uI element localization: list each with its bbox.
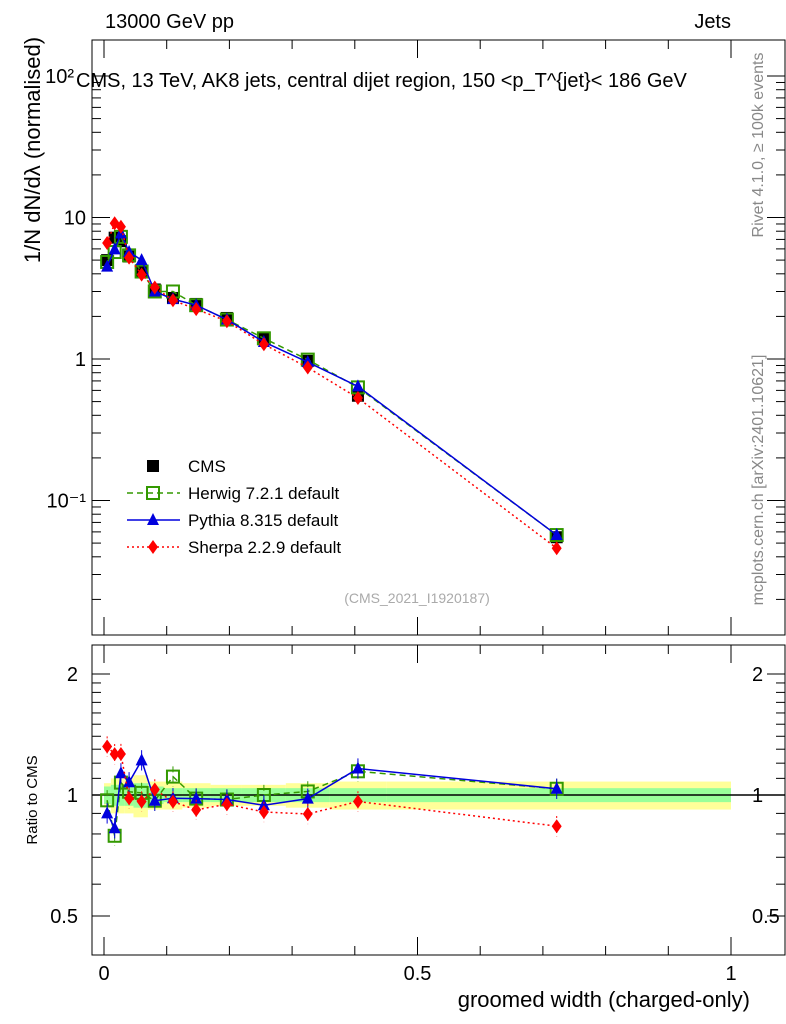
ratio-frame [91, 644, 786, 956]
x-axis-label: groomed width (charged-only) [458, 987, 750, 1012]
pythia-ratio-point [257, 798, 270, 811]
pythia-ratio-point [108, 821, 121, 834]
legend-marker-cms [147, 460, 159, 472]
side-text-top: Rivet 4.1.0, ≥ 100k events [750, 53, 767, 238]
ratio-y-axis-label: Ratio to CMS [24, 755, 41, 844]
pythia-ratio-point [301, 791, 314, 804]
legend-marker-sherpa [148, 540, 158, 554]
sherpa-ratio-point [167, 794, 178, 809]
header-left: 13000 GeV pp [105, 11, 234, 33]
ratio-tick-label: 2 [67, 664, 78, 686]
y-axis-label: 1/N dN/dλ (normalised) [20, 37, 45, 263]
pythia-point [101, 259, 114, 272]
sherpa-point [302, 360, 313, 375]
sherpa-point [191, 302, 202, 317]
pythia-ratio-point [351, 761, 364, 774]
legend-marker-pythia [147, 513, 159, 525]
plot-title: CMS, 13 TeV, AK8 jets, central dijet reg… [76, 70, 688, 92]
sherpa-point [258, 337, 269, 352]
sherpa-ratio-point [109, 747, 120, 762]
ratio-tick-label-right: 1 [752, 785, 763, 807]
sherpa-ratio-point [124, 791, 135, 806]
legend-label-herwig: Herwig 7.2.1 default [188, 484, 339, 503]
sherpa-point [136, 267, 147, 282]
sherpa-ratio-point [258, 805, 269, 820]
pythia-ratio-point [190, 791, 203, 804]
legend-label-cms: CMS [188, 457, 226, 476]
sherpa-point [102, 236, 113, 251]
legend-label-pythia: Pythia 8.315 default [188, 511, 339, 530]
sherpa-ratio-point [221, 797, 232, 812]
sherpa-ratio-point [149, 782, 160, 797]
legend-label-sherpa: Sherpa 2.2.9 default [188, 538, 341, 557]
pythia-ratio-point [148, 793, 161, 806]
y-tick-label: 10⁻¹ [47, 491, 87, 513]
header-right: Jets [694, 11, 731, 33]
pythia-ratio-point [123, 775, 136, 788]
pythia-point [108, 242, 121, 255]
sherpa-point [551, 541, 562, 556]
pythia-ratio-point [550, 781, 563, 794]
y-tick-label: 10² [45, 66, 74, 88]
side-text-bottom: mcplots.cern.ch [arXiv:2401.10621] [750, 355, 767, 606]
pythia-ratio-point [114, 766, 127, 779]
pythia-ratio-point [135, 753, 148, 766]
y-tick-label: 1 [75, 349, 86, 371]
pythia-point [135, 253, 148, 266]
sherpa-ratio-point [115, 747, 126, 762]
sherpa-point [115, 219, 126, 234]
legend-marker-herwig [146, 486, 160, 500]
sherpa-ratio-point [551, 819, 562, 834]
sherpa-ratio-point [191, 802, 202, 817]
sherpa-point [352, 391, 363, 406]
sherpa-ratio-point [352, 794, 363, 809]
pythia-ratio-point [101, 806, 114, 819]
sherpa-point [149, 280, 160, 295]
sherpa-ratio-point [302, 806, 313, 821]
analysis-label: (CMS_2021_I1920187) [344, 590, 490, 606]
pythia-point [550, 528, 563, 541]
y-tick-label: 10 [64, 208, 86, 230]
x-tick-label: 0.5 [404, 963, 432, 985]
sherpa-point [221, 314, 232, 329]
ratio-tick-label-right: 0.5 [752, 906, 780, 928]
pythia-point [351, 379, 364, 392]
x-tick-label: 1 [725, 963, 736, 985]
main-frame [91, 39, 786, 636]
sherpa-ratio-point [136, 794, 147, 809]
sherpa-ratio-point [102, 739, 113, 754]
herwig-ratio-point [165, 769, 180, 784]
ratio-tick-label-right: 2 [752, 664, 763, 686]
sherpa-point [124, 250, 135, 265]
ratio-tick-label: 1 [67, 785, 78, 807]
ratio-tick-label: 0.5 [50, 906, 78, 928]
x-tick-label: 0 [98, 963, 109, 985]
sherpa-point [167, 293, 178, 308]
